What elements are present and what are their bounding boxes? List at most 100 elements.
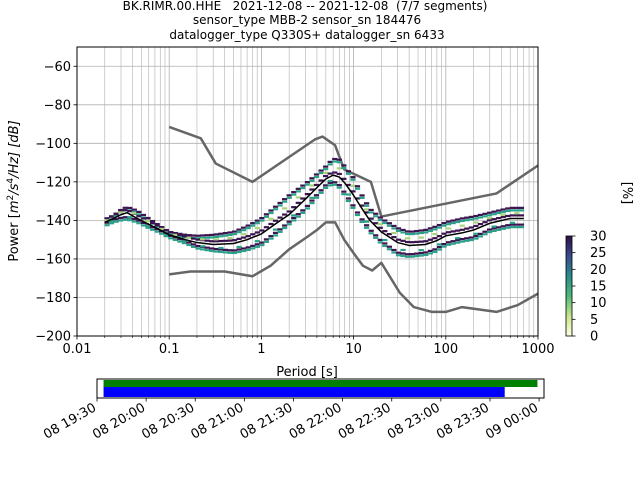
density-cell [336, 184, 342, 187]
density-cell [300, 209, 306, 212]
density-cell [450, 242, 456, 245]
x-tick-label: 0.01 [63, 342, 92, 357]
colorbar [565, 235, 573, 337]
density-cell [423, 251, 429, 254]
density-cell [204, 234, 210, 237]
density-cell [450, 240, 456, 243]
density-cell [190, 237, 197, 240]
density-cell [272, 228, 279, 231]
density-cell [332, 157, 338, 161]
density-cell [318, 191, 324, 194]
density-cell [140, 221, 147, 225]
density-cell [291, 206, 297, 209]
density-cell [514, 206, 520, 209]
density-cell [227, 249, 233, 252]
density-cell [177, 235, 183, 238]
density-cell [263, 215, 270, 218]
density-cell [500, 213, 506, 216]
chart-header-line3: datalogger_type Q330S+ datalogger_sn 643… [169, 28, 444, 42]
density-cell [309, 196, 315, 199]
density-cell [359, 194, 365, 197]
density-cell [450, 230, 456, 233]
density-cell [209, 236, 215, 239]
density-cell [377, 223, 383, 226]
density-cell [323, 168, 329, 171]
density-cell [204, 249, 210, 252]
density-cell [131, 217, 137, 221]
density-cell [427, 229, 433, 232]
colorbar-tick-label: 10 [590, 296, 607, 311]
y-label-pre: Power [ [7, 213, 22, 262]
density-cell [254, 231, 260, 234]
y-label-unit-base: m [7, 200, 22, 213]
density-cell [359, 204, 365, 207]
density-cell [272, 219, 279, 222]
density-cell [181, 233, 188, 236]
density-cell [323, 171, 329, 175]
density-cell [277, 204, 283, 207]
density-cell [277, 230, 283, 233]
density-cell [231, 249, 238, 252]
density-cell [400, 239, 406, 242]
density-cell [505, 214, 511, 218]
density-cell [477, 235, 484, 238]
density-cell [359, 196, 365, 200]
density-cell [272, 205, 279, 208]
density-cell [445, 231, 452, 234]
density-cell [291, 216, 297, 220]
density-cell [231, 239, 238, 242]
density-cell [418, 249, 424, 252]
density-cell [309, 199, 315, 202]
density-cell [364, 204, 370, 207]
time-tick-label: 08 20:00 [90, 400, 148, 442]
density-cell [168, 231, 174, 234]
density-cell [336, 158, 342, 161]
density-cell [496, 209, 502, 212]
density-cell [304, 207, 311, 210]
density-cell [172, 232, 178, 235]
density-cell [268, 237, 274, 240]
density-cell [332, 183, 338, 186]
density-cell [259, 241, 265, 244]
density-cell [327, 181, 333, 184]
density-cell [163, 233, 169, 236]
density-cell [350, 206, 356, 209]
density-cell [359, 220, 365, 223]
density-cell [104, 221, 110, 224]
density-cell [423, 231, 429, 234]
density-cell [295, 201, 301, 204]
y-tick-label: −120 [35, 175, 71, 190]
density-cell [282, 207, 288, 210]
density-cell [341, 164, 347, 167]
density-cell [432, 250, 438, 253]
density-cell [295, 213, 301, 216]
density-cell [386, 245, 392, 248]
noise-models [168, 125, 539, 314]
y-label-unit-end: /Hz] [dB] [7, 120, 22, 179]
density-cell [500, 227, 506, 230]
density-cell [149, 219, 156, 223]
density-cell [391, 248, 397, 252]
coverage-bar-blue [103, 387, 505, 397]
density-cell [241, 247, 247, 250]
x-axis-label: Period [s] [276, 365, 338, 380]
density-cell [423, 240, 429, 243]
density-cell [450, 219, 456, 222]
density-cell [218, 248, 224, 251]
density-cell [491, 227, 497, 230]
density-cell [195, 238, 201, 241]
density-cell [432, 237, 438, 240]
density-cell [391, 235, 397, 239]
density-cell [441, 245, 447, 248]
density-cell [345, 197, 351, 200]
density-cell [149, 221, 156, 225]
density-cell [350, 184, 356, 187]
density-cell [113, 212, 119, 216]
density-cell [190, 243, 197, 246]
density-cell [300, 197, 306, 200]
density-cell [268, 209, 274, 212]
density-cell [254, 245, 260, 248]
density-cell [140, 224, 147, 227]
